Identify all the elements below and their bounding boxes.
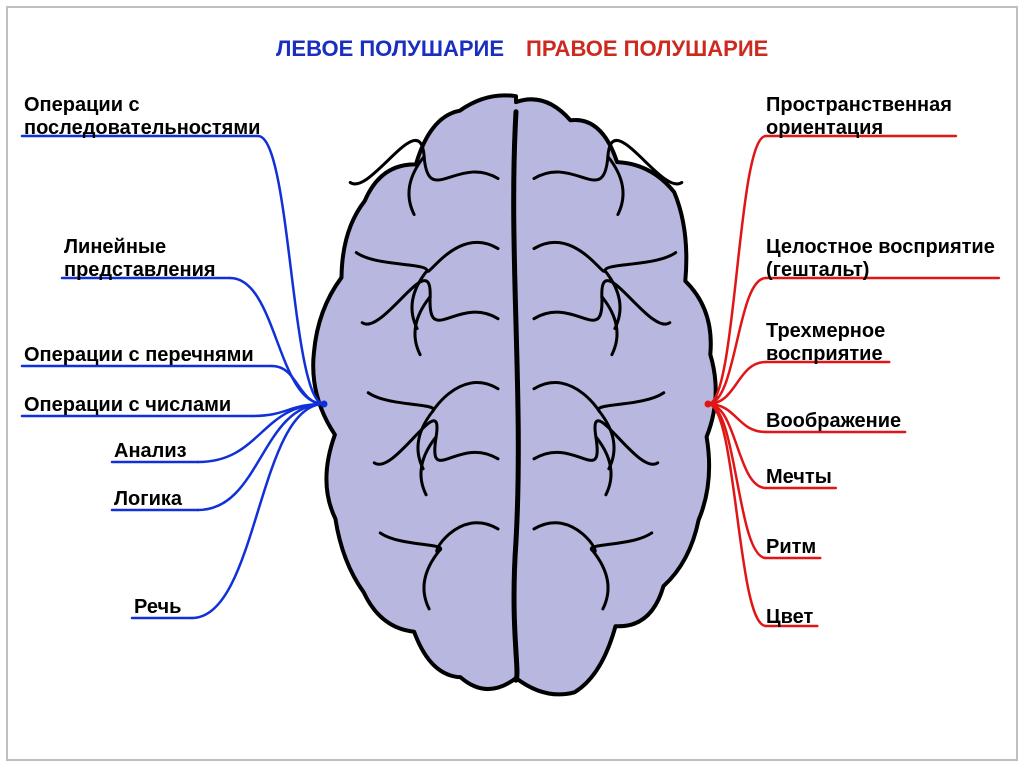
- title-left-hemisphere: ЛЕВОЕ ПОЛУШАРИЕ: [276, 36, 504, 62]
- left-label-1-line-1: представления: [64, 259, 216, 282]
- left-label-2: Операции с перечнями: [24, 344, 254, 367]
- left-label-1-line-0: Линейные: [64, 236, 216, 259]
- left-label-3-line-0: Операции с числами: [24, 394, 231, 417]
- right-label-4: Мечты: [766, 466, 832, 489]
- right-label-4-line-0: Мечты: [766, 466, 832, 489]
- right-label-5: Ритм: [766, 536, 816, 559]
- right-label-5-line-0: Ритм: [766, 536, 816, 559]
- right-label-0-line-0: Пространственная: [766, 94, 952, 117]
- left-label-4-line-0: Анализ: [114, 440, 187, 463]
- right-label-1-line-1: (гештальт): [766, 259, 995, 282]
- left-label-1: Линейныепредставления: [64, 236, 216, 282]
- right-label-2-line-0: Трехмерное: [766, 320, 885, 343]
- right-label-1: Целостное восприятие(гештальт): [766, 236, 995, 282]
- left-label-5: Логика: [114, 488, 182, 511]
- right-label-0-line-1: ориентация: [766, 117, 952, 140]
- right-label-1-line-0: Целостное восприятие: [766, 236, 995, 259]
- left-label-0-line-0: Операции с: [24, 94, 260, 117]
- left-label-3: Операции с числами: [24, 394, 231, 417]
- right-label-6-line-0: Цвет: [766, 606, 813, 629]
- right-label-6: Цвет: [766, 606, 813, 629]
- right-label-3: Воображение: [766, 410, 901, 433]
- right-label-0: Пространственнаяориентация: [766, 94, 952, 140]
- right-label-2-line-1: восприятие: [766, 343, 885, 366]
- left-label-0: Операции споследовательностями: [24, 94, 260, 140]
- left-label-4: Анализ: [114, 440, 187, 463]
- right-label-2: Трехмерноевосприятие: [766, 320, 885, 366]
- diagram-canvas: ЛЕВОЕ ПОЛУШАРИЕ ПРАВОЕ ПОЛУШАРИЕ Операци…: [6, 6, 1018, 761]
- right-label-3-line-0: Воображение: [766, 410, 901, 433]
- left-label-6: Речь: [134, 596, 181, 619]
- left-label-2-line-0: Операции с перечнями: [24, 344, 254, 367]
- left-label-5-line-0: Логика: [114, 488, 182, 511]
- title-right-hemisphere: ПРАВОЕ ПОЛУШАРИЕ: [526, 36, 768, 62]
- left-label-6-line-0: Речь: [134, 596, 181, 619]
- left-label-0-line-1: последовательностями: [24, 117, 260, 140]
